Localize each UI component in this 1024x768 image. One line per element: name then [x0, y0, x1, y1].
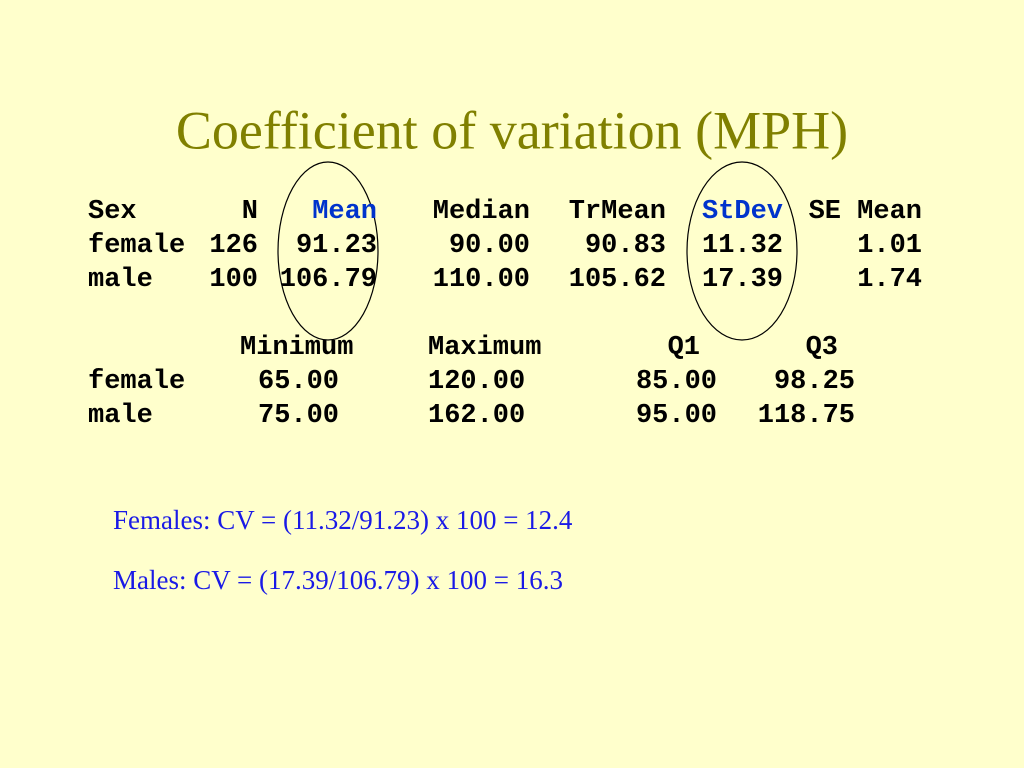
table1-cell: 100: [209, 265, 258, 295]
table1-cell: 126: [209, 231, 258, 261]
table2-cell: 162.00: [428, 401, 525, 431]
table2-header: Maximum: [428, 333, 541, 363]
table1-cell: female: [88, 231, 185, 261]
table1-header: N: [242, 197, 258, 227]
table2-cell: female: [88, 367, 185, 397]
table1-header: Median: [433, 197, 530, 227]
table2-cell: male: [88, 401, 153, 431]
table1-cell: 1.01: [857, 231, 922, 261]
table1-header: SE Mean: [809, 197, 922, 227]
table1-header: TrMean: [569, 197, 666, 227]
table2-header: Minimum: [240, 333, 353, 363]
male-cv: Males: CV = (17.39/106.79) x 100 = 16.3: [113, 565, 563, 595]
table2-cell: 95.00: [636, 401, 717, 431]
table1-cell: 105.62: [569, 265, 666, 295]
table1-cell: 91.23: [296, 231, 377, 261]
table2-cell: 65.00: [258, 367, 339, 397]
table1-cell: 11.32: [702, 231, 783, 261]
table1-cell: 106.79: [280, 265, 377, 295]
table2-header: Q3: [806, 333, 838, 363]
table2-header: Q1: [668, 333, 700, 363]
table1-cell: male: [88, 265, 153, 295]
table2-cell: 85.00: [636, 367, 717, 397]
table2-cell: 75.00: [258, 401, 339, 431]
table1-header: Mean: [312, 197, 377, 227]
table1-cell: 90.00: [449, 231, 530, 261]
table1-header: Sex: [88, 197, 137, 227]
slide-title: Coefficient of variation (MPH): [176, 100, 848, 160]
stdev-circle: [686, 161, 798, 341]
table2-cell: 98.25: [774, 367, 855, 397]
table1-header: StDev: [702, 197, 783, 227]
female-cv: Females: CV = (11.32/91.23) x 100 = 12.4: [113, 505, 573, 535]
table1-cell: 1.74: [857, 265, 922, 295]
mean-circle: [277, 161, 379, 341]
table1-cell: 110.00: [433, 265, 530, 295]
table2-cell: 120.00: [428, 367, 525, 397]
table2-cell: 118.75: [758, 401, 855, 431]
table1-cell: 90.83: [585, 231, 666, 261]
table1-cell: 17.39: [702, 265, 783, 295]
